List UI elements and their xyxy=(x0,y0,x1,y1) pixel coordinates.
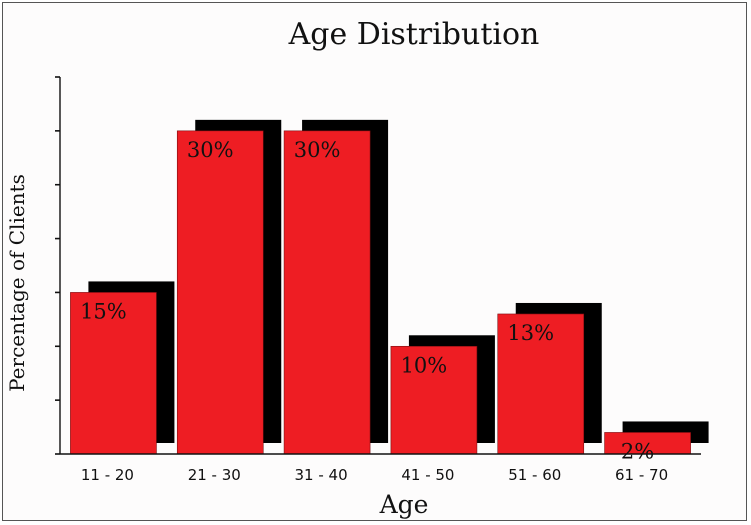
data-label: 15% xyxy=(80,299,127,323)
bar xyxy=(497,313,585,455)
data-label: 10% xyxy=(401,353,448,377)
axes xyxy=(55,76,701,455)
bar xyxy=(70,292,157,455)
x-tick-label: 51 - 60 xyxy=(508,466,561,484)
x-tick-label: 61 - 70 xyxy=(615,466,668,484)
bar xyxy=(283,130,371,455)
x-tick-label: 11 - 20 xyxy=(81,466,134,484)
bars xyxy=(70,130,691,455)
data-label: 30% xyxy=(294,138,341,162)
data-labels: 15% 30% 30% 10% 13% 2% xyxy=(80,138,654,464)
x-tick-labels: 11 - 20 21 - 30 31 - 40 41 - 50 51 - 60 61 - … xyxy=(81,466,668,484)
x-tick-label: 41 - 50 xyxy=(401,466,454,484)
x-axis-title: Age xyxy=(379,490,429,519)
y-axis-title: Percentage of Clients xyxy=(5,174,29,392)
x-tick-label: 31 - 40 xyxy=(295,466,348,484)
bar xyxy=(176,130,264,455)
x-tick-label: 21 - 30 xyxy=(188,466,241,484)
data-label: 2% xyxy=(621,439,654,463)
bar xyxy=(390,345,478,455)
chart-title: Age Distribution xyxy=(288,17,540,52)
data-label: 13% xyxy=(507,321,554,345)
data-label: 30% xyxy=(187,138,234,162)
